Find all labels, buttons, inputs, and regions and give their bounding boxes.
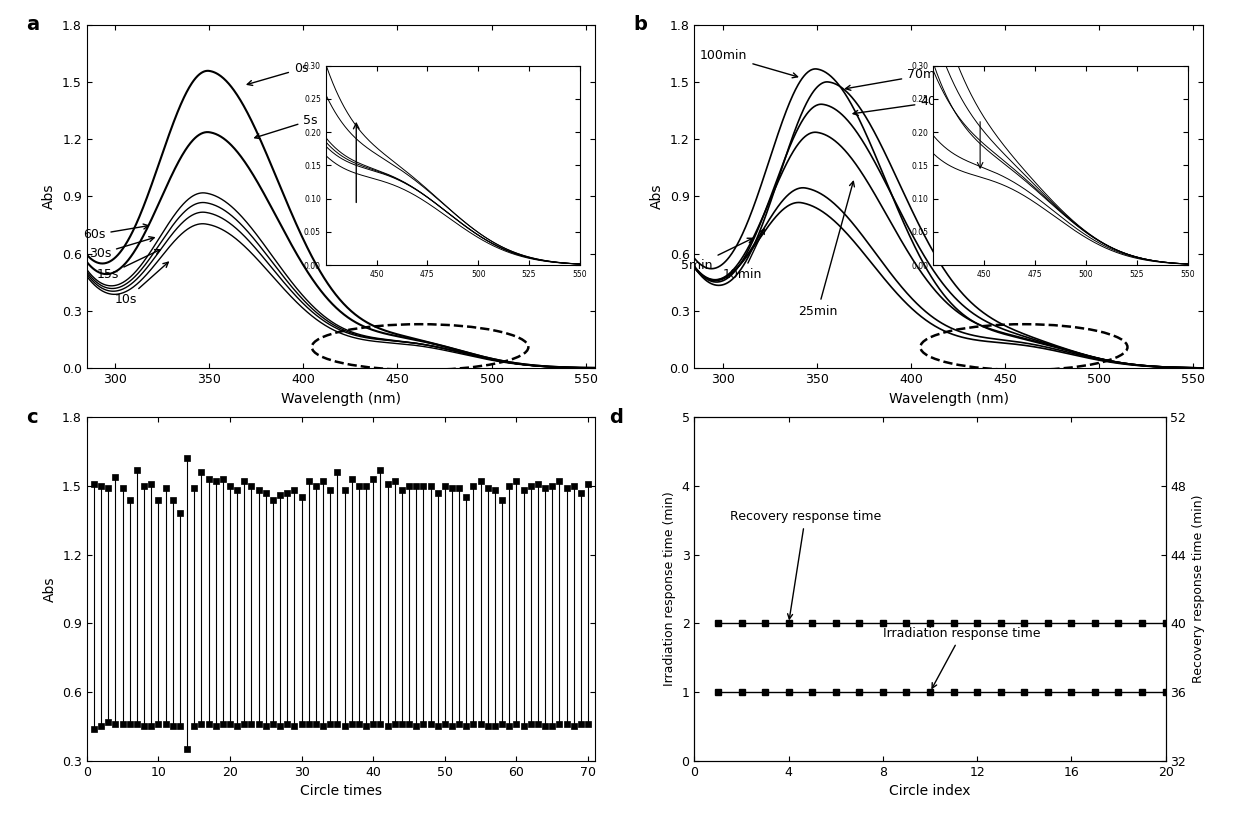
Y-axis label: Abs: Abs (42, 576, 57, 602)
X-axis label: Circle index: Circle index (889, 784, 971, 798)
Text: Irradiation response time: Irradiation response time (883, 627, 1040, 688)
Text: 0s: 0s (247, 62, 309, 85)
Text: a: a (26, 15, 38, 34)
Text: 25min: 25min (799, 182, 854, 317)
Text: 10min: 10min (723, 229, 764, 281)
X-axis label: Wavelength (nm): Wavelength (nm) (281, 392, 401, 406)
Text: 100min: 100min (701, 49, 797, 78)
Text: 10s: 10s (115, 263, 169, 306)
Text: 5s: 5s (254, 114, 317, 139)
X-axis label: Wavelength (nm): Wavelength (nm) (889, 392, 1008, 406)
X-axis label: Circle times: Circle times (300, 784, 382, 798)
Text: 70min: 70min (846, 68, 946, 90)
Text: d: d (610, 407, 624, 427)
Text: 15s: 15s (97, 249, 160, 281)
Text: 5min: 5min (681, 238, 753, 272)
Text: c: c (26, 407, 37, 427)
Text: b: b (634, 15, 647, 34)
Y-axis label: Abs: Abs (650, 183, 663, 209)
Y-axis label: Abs: Abs (42, 183, 56, 209)
Y-axis label: Recovery response time (min): Recovery response time (min) (1192, 495, 1205, 683)
Text: 60s: 60s (83, 224, 149, 241)
Text: Recovery response time: Recovery response time (730, 510, 880, 619)
Y-axis label: Irradiation response time (min): Irradiation response time (min) (663, 492, 676, 686)
Text: 40min: 40min (853, 95, 960, 115)
Text: 30s: 30s (89, 236, 154, 260)
